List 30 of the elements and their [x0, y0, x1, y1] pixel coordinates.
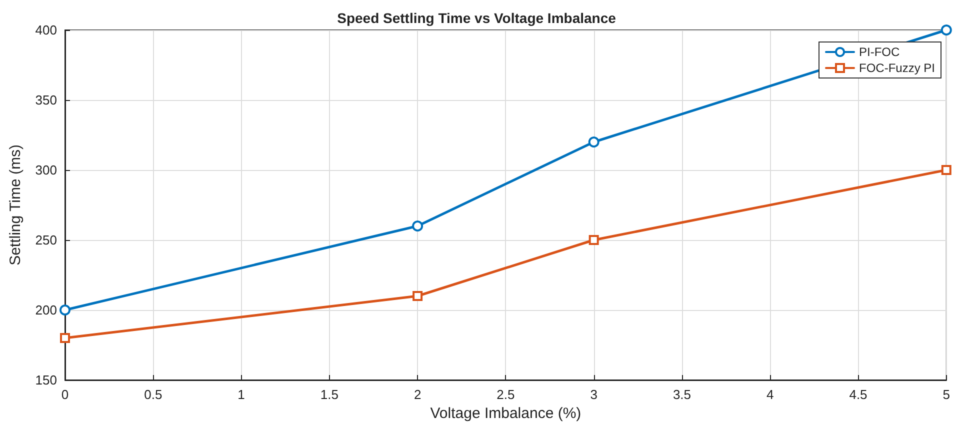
x-tick-label: 3.5: [672, 387, 692, 402]
y-tick-label: 150: [35, 372, 57, 388]
x-axis-title: Voltage Imbalance (%): [430, 404, 582, 422]
x-tick-label: 2.5: [496, 387, 515, 402]
x-tick-label: 1: [238, 387, 245, 402]
y-tick-label: 250: [35, 232, 57, 248]
point: [940, 24, 952, 36]
point: [412, 291, 423, 301]
y-axis-title: Settling Time (ms): [7, 144, 24, 266]
point: [588, 235, 599, 245]
chart-title: Speed Settling Time vs Voltage Imbalance: [337, 10, 616, 26]
point: [941, 165, 952, 175]
point: [60, 304, 70, 316]
y-tick-label: 300: [35, 162, 57, 178]
x-tick-label: 0.5: [144, 387, 162, 402]
y-tick-label: 350: [35, 92, 57, 108]
x-tick-label: 4.5: [849, 387, 868, 402]
x-tick-label: 5: [942, 387, 950, 402]
x-tick-label: 4: [766, 387, 774, 402]
x-tick-label: 0: [61, 387, 69, 402]
y-tick-label: 200: [35, 302, 57, 318]
x-tick-label: 3: [590, 387, 598, 402]
point: [588, 136, 600, 148]
y-tick-label: 400: [35, 22, 57, 38]
x-tick-label: 2: [414, 387, 422, 402]
point: [412, 220, 424, 232]
point: [60, 333, 70, 343]
x-tick-label: 1.5: [320, 387, 338, 402]
legend-label: PI-FOC: [859, 45, 900, 59]
legend-label: FOC-Fuzzy PI: [859, 61, 936, 75]
